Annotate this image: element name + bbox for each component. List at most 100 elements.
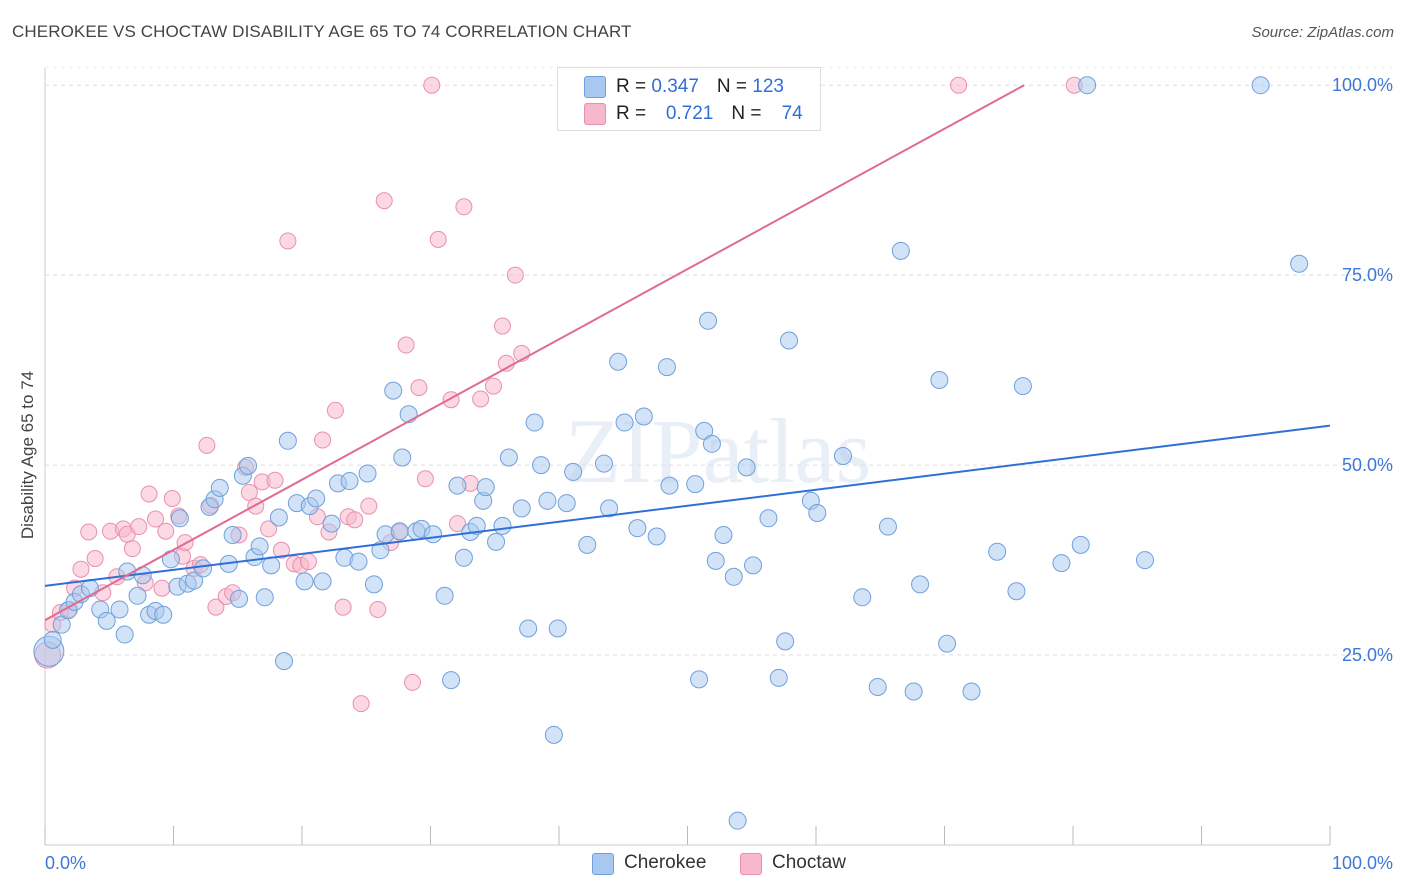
cherokee-points	[33, 76, 1309, 830]
choctaw-point	[360, 497, 378, 515]
cherokee-point	[358, 464, 377, 483]
cherokee-point	[110, 600, 129, 619]
cherokee-point	[780, 331, 799, 350]
cherokee-point	[275, 652, 294, 671]
choctaw-point	[272, 541, 290, 559]
cherokee-point	[628, 519, 647, 538]
cherokee-point	[295, 572, 314, 591]
choctaw-point	[130, 518, 148, 536]
cherokee-point	[962, 682, 981, 701]
cherokee-point	[185, 571, 204, 590]
cherokee-point	[724, 567, 743, 586]
cherokee-point	[340, 472, 359, 491]
cherokee-point	[97, 611, 116, 630]
cherokee-point	[448, 476, 467, 495]
choctaw-point	[247, 497, 265, 515]
cherokee-point	[250, 537, 269, 556]
choctaw-point	[506, 266, 524, 284]
chart-title: CHEROKEE VS CHOCTAW DISABILITY AGE 65 TO…	[12, 22, 632, 41]
cherokee-point	[1013, 377, 1032, 396]
cherokee-point	[891, 241, 910, 260]
choctaw-point	[157, 522, 175, 540]
cherokee-point	[393, 448, 412, 467]
cherokee-point	[255, 588, 274, 607]
cherokee-point	[170, 509, 189, 528]
legend-row-cherokee: R = 0.347 N = 123	[558, 74, 820, 100]
cherokee-point	[853, 588, 872, 607]
cherokee-point	[525, 413, 544, 432]
legend-n-label: N =	[731, 103, 767, 124]
cherokee-point	[424, 525, 443, 544]
cherokee-point	[154, 605, 173, 624]
cherokee-point	[878, 517, 897, 536]
cherokee-point	[706, 551, 725, 570]
watermark: ZIPatlas	[565, 400, 872, 502]
cherokee-point	[435, 586, 454, 605]
correlation-legend: R = 0.347 N = 123 R = 0.721 N = 74	[557, 67, 821, 131]
cherokee-point	[278, 431, 297, 450]
choctaw-point	[72, 560, 90, 578]
choctaw-point	[163, 490, 181, 508]
cherokee-point	[322, 514, 341, 533]
cherokee-point	[1135, 551, 1154, 570]
legend-n-label: N =	[716, 76, 753, 97]
choctaw-point	[299, 553, 317, 571]
choctaw-point	[950, 76, 968, 94]
y-tick-label: 100.0%	[1332, 75, 1393, 95]
cherokee-point	[938, 634, 957, 653]
legend-r-label: R =	[616, 103, 652, 124]
cherokee-point	[384, 381, 403, 400]
cherokee-point	[776, 632, 795, 651]
cherokee-point	[476, 478, 495, 497]
choctaw-point	[369, 600, 387, 618]
legend-r-label: R =	[616, 76, 652, 97]
cherokee-point	[269, 508, 288, 527]
axes	[44, 68, 1331, 846]
cherokee-swatch	[584, 76, 606, 98]
cherokee-point	[600, 499, 619, 518]
cherokee-point	[686, 475, 705, 494]
choctaw-point	[86, 550, 104, 568]
cherokee-point	[833, 446, 852, 465]
cherokee-point	[647, 527, 666, 546]
cherokee-trend-line	[44, 424, 1331, 587]
legend-n-value: 123	[752, 76, 784, 97]
cherokee-point	[1251, 76, 1270, 95]
cherokee-point	[364, 575, 383, 594]
cherokee-point	[699, 311, 718, 330]
cherokee-point	[115, 625, 134, 644]
cherokee-point	[1290, 254, 1309, 273]
source-credit: Source: ZipAtlas.com	[1251, 24, 1394, 41]
choctaw-point	[455, 198, 473, 216]
cherokee-point	[594, 454, 613, 473]
choctaw-swatch	[740, 853, 762, 875]
cherokee-point	[988, 542, 1007, 561]
choctaw-point	[352, 695, 370, 713]
cherokee-point	[904, 682, 923, 701]
choctaw-point	[207, 598, 225, 616]
cherokee-point	[239, 456, 258, 475]
y-tick-label: 25.0%	[1342, 645, 1393, 665]
choctaw-point	[397, 336, 415, 354]
choctaw-point	[429, 230, 447, 248]
cherokee-point	[1052, 554, 1071, 573]
cherokee-point	[262, 556, 281, 575]
legend-r-value: 0.347	[651, 76, 699, 97]
choctaw-point	[153, 579, 171, 597]
legend-n-value: 74	[781, 103, 803, 124]
cherokee-point	[223, 526, 242, 544]
legend-r-value: 0.721	[665, 103, 714, 124]
choctaw-point	[314, 431, 332, 449]
cherokee-point	[390, 522, 409, 541]
cherokee-point	[454, 548, 473, 567]
cherokee-point	[615, 413, 634, 432]
cherokee-point	[609, 352, 628, 371]
choctaw-point	[404, 673, 422, 691]
cherokee-point	[538, 491, 557, 510]
choctaw-point	[266, 471, 284, 489]
cherokee-point	[1071, 535, 1090, 554]
cherokee-point	[769, 668, 788, 687]
choctaw-point	[80, 523, 98, 541]
choctaw-point	[326, 401, 344, 419]
